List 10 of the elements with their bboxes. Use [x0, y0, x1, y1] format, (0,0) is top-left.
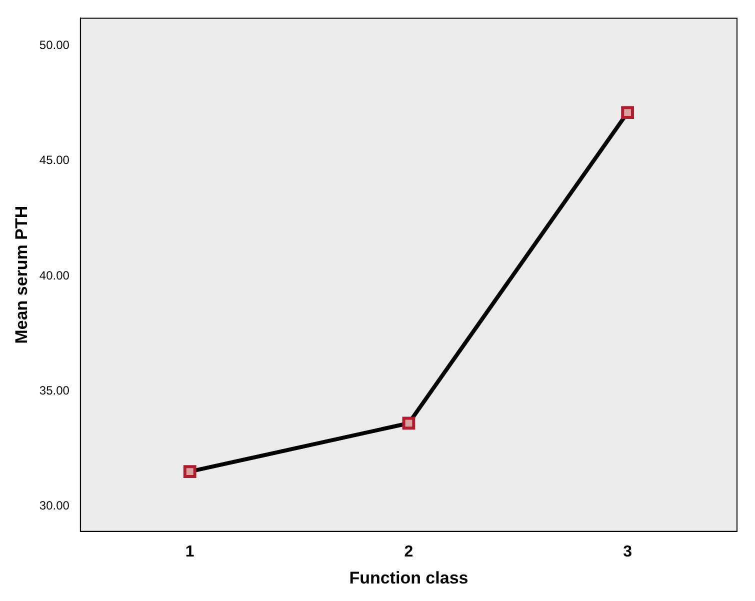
- y-tick-label: 50.00: [39, 38, 70, 52]
- y-axis-title: Mean serum PTH: [12, 206, 31, 344]
- x-tick-label: 2: [404, 543, 414, 560]
- y-tick-label: 45.00: [39, 153, 70, 168]
- y-tick-label: 30.00: [39, 498, 70, 512]
- y-tick-label: 40.00: [39, 268, 70, 282]
- y-tick-label: 35.00: [39, 383, 70, 398]
- x-tick-label: 3: [623, 543, 632, 560]
- x-tick-label: 1: [185, 543, 194, 560]
- x-axis-title: Function class: [349, 568, 468, 588]
